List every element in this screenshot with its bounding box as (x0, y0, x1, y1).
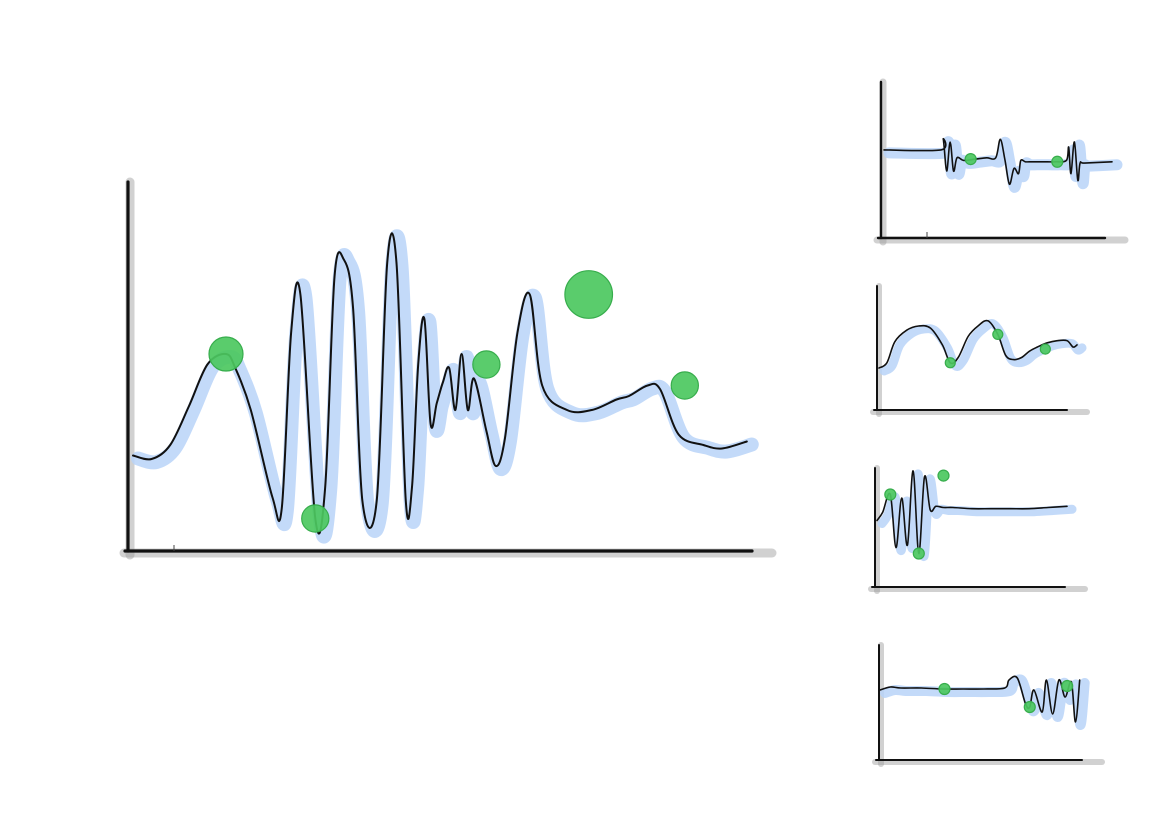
chart-panel-main (119, 177, 777, 560)
series-line (132, 232, 748, 535)
highlight-marker (1061, 679, 1074, 693)
highlight-marker (1051, 155, 1064, 168)
chart-panel-small-1 (873, 78, 1129, 246)
series-highlight-band (131, 229, 759, 544)
highlight-marker (992, 328, 1004, 340)
highlight-marker (938, 682, 951, 696)
series-highlight-band (877, 469, 1077, 562)
highlight-marker (912, 547, 925, 560)
series-line (883, 137, 1113, 186)
series-line (878, 319, 1078, 369)
highlight-marker (472, 350, 501, 379)
highlight-marker (964, 153, 977, 166)
highlight-marker (1039, 343, 1051, 355)
highlight-marker (944, 357, 956, 369)
series-highlight-band (879, 319, 1087, 376)
highlight-marker (1023, 700, 1036, 714)
chart-panels (119, 78, 1129, 767)
chart-panel-small-3 (868, 465, 1088, 594)
highlight-marker (670, 371, 700, 400)
chart-panel-small-4 (872, 642, 1105, 767)
highlight-marker (564, 270, 614, 319)
chart-panel-small-2 (870, 283, 1090, 417)
series-line (876, 470, 1068, 555)
highlight-marker (301, 504, 330, 533)
highlight-marker (884, 488, 897, 501)
highlight-marker (208, 336, 244, 372)
highlight-marker (937, 469, 950, 482)
